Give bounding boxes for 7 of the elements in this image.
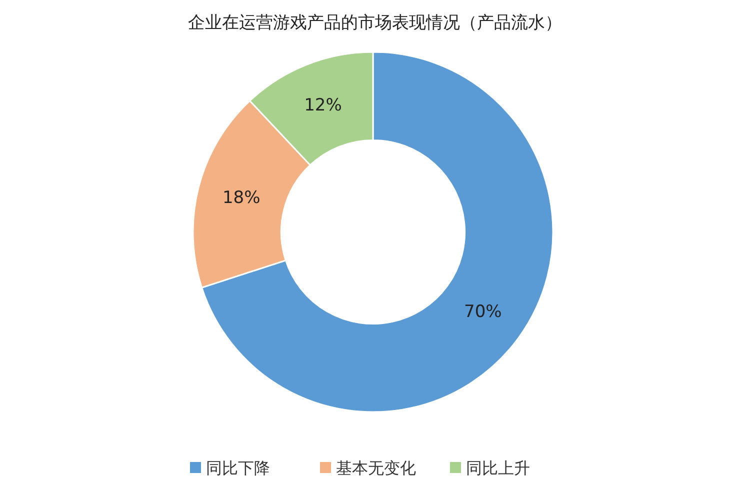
legend-label: 基本无变化 (336, 458, 416, 478)
chart-title: 企业在运营游戏产品的市场表现情况（产品流水） (188, 13, 562, 33)
legend-label: 同比上升 (466, 458, 530, 478)
data-label: 18% (222, 188, 260, 208)
data-label: 12% (304, 96, 342, 116)
legend-label: 同比下降 (206, 458, 270, 478)
data-label: 70% (464, 302, 502, 322)
